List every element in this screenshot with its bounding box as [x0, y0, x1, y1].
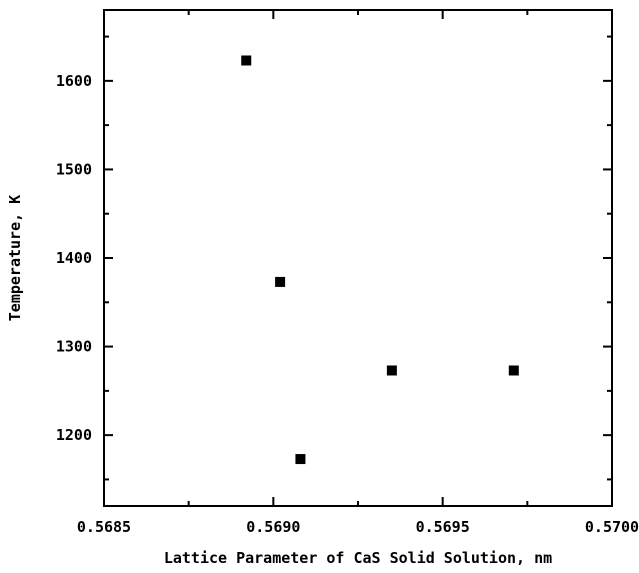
y-tick-label: 1600 — [56, 72, 92, 90]
y-tick-labels: 1200 1300 1400 1500 1600 — [56, 72, 92, 444]
x-tick-labels: 0.5685 0.5690 0.5695 0.5700 — [77, 518, 639, 536]
x-tick-label: 0.5700 — [585, 518, 639, 536]
y-axis-title: Temperature, K — [6, 195, 24, 321]
x-tick-label: 0.5685 — [77, 518, 131, 536]
data-points — [241, 55, 519, 465]
x-tick-label: 0.5690 — [246, 518, 300, 536]
data-point — [241, 55, 252, 66]
data-point — [386, 365, 397, 376]
y-tick-label: 1500 — [56, 160, 92, 178]
x-axis-title: Lattice Parameter of CaS Solid Solution,… — [164, 549, 552, 567]
y-tick-label: 1400 — [56, 249, 92, 267]
data-point — [275, 276, 286, 287]
plot-frame — [103, 9, 613, 507]
data-point — [508, 365, 519, 376]
data-point — [295, 454, 306, 465]
y-tick-label: 1300 — [56, 338, 92, 356]
y-tick-label: 1200 — [56, 426, 92, 444]
x-tick-label: 0.5695 — [416, 518, 470, 536]
axis-ticks — [103, 10, 613, 506]
